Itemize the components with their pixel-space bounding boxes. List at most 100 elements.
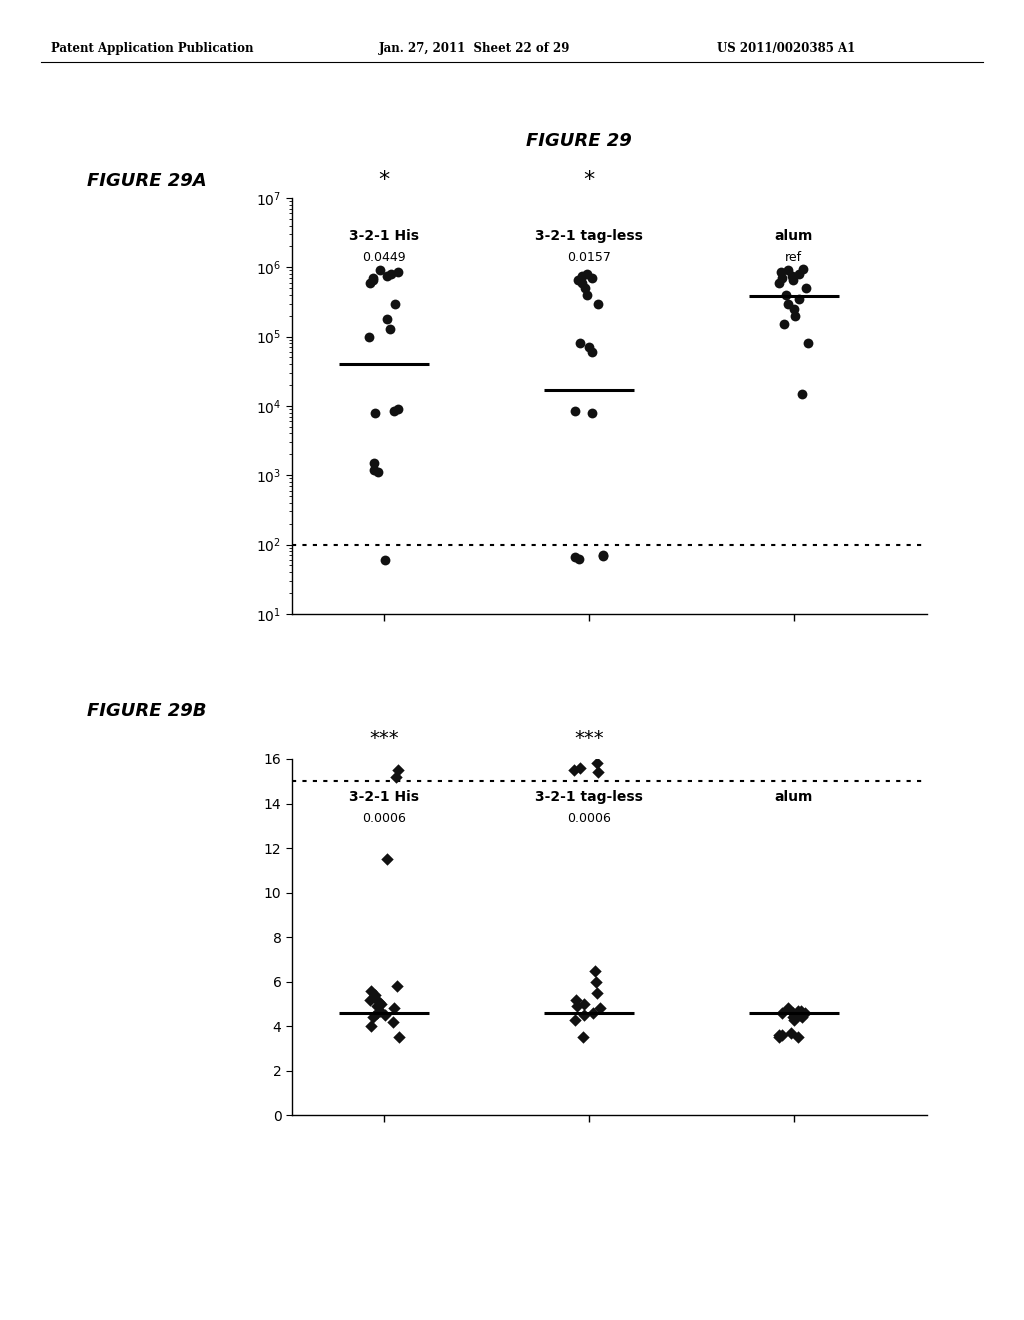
Text: ***: *** [574,729,603,748]
Text: *: * [584,170,594,190]
Point [792,1005,808,1026]
Point [387,293,403,314]
Text: FIGURE 29A: FIGURE 29A [87,172,207,190]
Point [783,265,800,286]
Point [367,403,383,424]
Point [390,399,407,420]
Point [377,549,393,570]
Text: 3-2-1 His: 3-2-1 His [349,789,419,804]
Point [568,995,585,1016]
Point [795,259,811,280]
Text: Jan. 27, 2011  Sheet 22 of 29: Jan. 27, 2011 Sheet 22 of 29 [379,42,570,55]
Text: 3-2-1 His: 3-2-1 His [349,228,419,243]
Point [577,994,593,1015]
Point [567,1008,584,1030]
Text: 0.0006: 0.0006 [567,812,610,825]
Text: US 2011/0020385 A1: US 2011/0020385 A1 [717,42,855,55]
Point [373,994,389,1015]
Text: ref: ref [785,251,802,264]
Point [389,975,406,997]
Point [773,261,790,282]
Point [362,272,379,293]
Point [592,998,608,1019]
Point [780,998,797,1019]
Point [389,759,406,780]
Point [791,288,807,309]
Point [386,998,402,1019]
Point [784,1002,801,1023]
Point [565,759,582,780]
Point [366,268,382,289]
Text: *: * [379,170,389,190]
Point [793,1001,809,1022]
Point [571,333,588,354]
Point [365,1007,381,1028]
Point [570,548,587,569]
Text: ***: *** [370,729,398,748]
Point [798,1002,814,1023]
Text: FIGURE 29B: FIGURE 29B [87,702,207,721]
Point [787,1005,804,1026]
Point [590,762,606,783]
Point [773,1024,790,1045]
Point [367,985,383,1006]
Point [794,383,810,404]
Point [774,1002,791,1023]
Point [382,318,398,339]
Point [574,265,591,286]
Point [366,269,382,290]
Point [361,989,378,1010]
Point [581,337,597,358]
Text: alum: alum [774,789,813,804]
Point [391,1027,408,1048]
Point [574,272,591,293]
Text: 0.0449: 0.0449 [362,251,406,264]
Point [390,261,407,282]
Point [377,1005,393,1026]
Text: alum: alum [774,228,813,243]
Point [386,400,402,421]
Point [595,545,611,566]
Point [786,305,803,326]
Point [785,269,802,290]
Point [774,268,791,289]
Point [800,333,816,354]
Point [584,342,600,363]
Point [589,982,605,1003]
Point [594,545,610,566]
Text: Patent Application Publication: Patent Application Publication [51,42,254,55]
Point [794,1007,810,1028]
Point [571,758,588,779]
Point [579,264,595,285]
Point [367,459,383,480]
Text: FIGURE 29: FIGURE 29 [525,132,632,150]
Point [362,1016,379,1038]
Point [567,989,584,1010]
Point [575,1005,592,1026]
Point [372,260,388,281]
Point [790,1001,806,1022]
Text: 3-2-1 tag-less: 3-2-1 tag-less [535,789,643,804]
Point [385,1011,401,1032]
Point [771,1024,787,1045]
Point [587,960,603,981]
Point [785,1007,802,1028]
Point [366,453,382,474]
Point [786,1008,803,1030]
Point [786,298,803,319]
Point [778,284,795,305]
Point [584,268,600,289]
Point [589,752,605,774]
Point [585,1002,601,1023]
Point [584,403,600,424]
Point [567,546,584,568]
Point [779,260,796,281]
Point [379,309,395,330]
Point [771,272,787,293]
Point [776,314,793,335]
Point [590,293,606,314]
Point [771,1027,787,1048]
Point [372,1001,388,1022]
Point [369,995,385,1016]
Point [580,284,596,305]
